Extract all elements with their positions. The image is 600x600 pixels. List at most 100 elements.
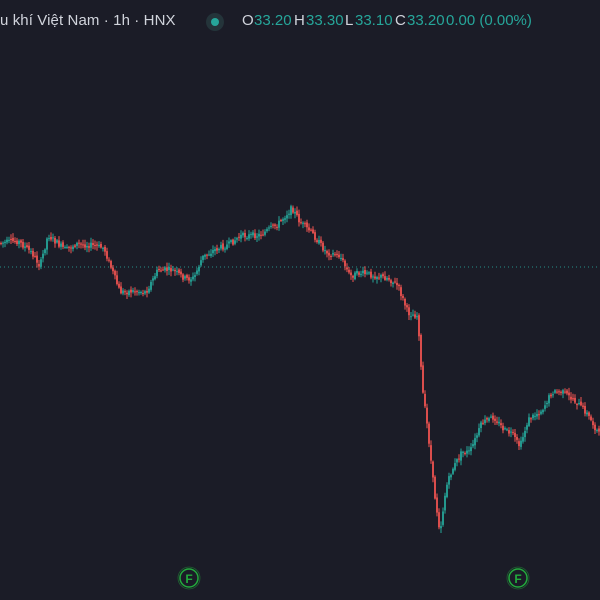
candle-body <box>68 246 70 248</box>
candle-body <box>60 243 62 247</box>
candle-body <box>66 246 68 248</box>
candle-body <box>146 290 148 293</box>
candle-body <box>114 270 116 276</box>
candle-body <box>386 278 388 280</box>
candle-body <box>218 248 220 251</box>
candle-body <box>184 276 186 279</box>
candle-body <box>466 450 468 454</box>
candle-body <box>470 447 472 452</box>
candle-body <box>546 403 548 404</box>
candle-body <box>436 497 438 513</box>
candle-body <box>54 237 56 244</box>
candle-body <box>296 210 298 215</box>
candle-body <box>366 272 368 274</box>
candle-body <box>112 267 114 272</box>
candle-body <box>438 512 440 528</box>
candle-body <box>596 429 598 431</box>
candle-body <box>174 269 176 272</box>
candle-body <box>284 218 286 220</box>
candle-body <box>338 254 340 258</box>
candle-body <box>260 234 262 236</box>
candle-body <box>464 453 466 454</box>
candle-body <box>12 237 14 242</box>
candle-body <box>554 390 556 393</box>
candle-body <box>418 315 420 337</box>
candle-body <box>16 240 18 244</box>
candle-body <box>562 390 564 394</box>
candle-body <box>408 307 410 316</box>
symbol-title[interactable]: u khí Việt Nam · 1h · HNX <box>0 12 176 29</box>
candle-body <box>282 219 284 221</box>
candle-body <box>126 292 128 295</box>
candle-body <box>542 410 544 413</box>
candle-body <box>336 253 338 255</box>
market-status-icon[interactable] <box>206 13 224 31</box>
candle-body <box>472 444 474 447</box>
candle-body <box>456 459 458 463</box>
candle-body <box>246 238 248 239</box>
candle-body <box>578 403 580 405</box>
candle-body <box>532 414 534 419</box>
candle-body <box>272 224 274 226</box>
candle-body <box>0 243 2 244</box>
candle-body <box>598 428 600 432</box>
candle-body <box>540 411 542 414</box>
candle-body <box>108 259 110 261</box>
candle-body <box>234 240 236 244</box>
candle-body <box>52 237 54 239</box>
candle-body <box>566 390 568 394</box>
candle-body <box>120 286 122 294</box>
high-label: H <box>294 12 305 29</box>
candle-body <box>346 267 348 270</box>
close-label: C <box>395 12 406 29</box>
candle-body <box>162 269 164 271</box>
candle-body <box>402 295 404 298</box>
candle-body <box>404 299 406 306</box>
candle-body <box>124 291 126 293</box>
candle-body <box>32 250 34 257</box>
candle-body <box>38 264 40 267</box>
candle-body <box>196 270 198 274</box>
candle-body <box>544 405 546 409</box>
candle-body <box>496 421 498 423</box>
candle-body <box>576 404 578 406</box>
candle-body <box>228 241 230 244</box>
candle-body <box>8 239 10 241</box>
candle-body <box>30 251 32 253</box>
candle-body <box>86 246 88 248</box>
candle-body <box>380 275 382 278</box>
candle-body <box>522 437 524 442</box>
marker-label: F <box>514 572 521 586</box>
event-marker[interactable]: F <box>506 566 530 590</box>
candle-body <box>188 277 190 281</box>
candle-body <box>410 316 412 318</box>
candle-body <box>262 234 264 236</box>
candle-body <box>198 266 200 272</box>
candle-body <box>370 271 372 278</box>
candle-body <box>462 451 464 453</box>
candle-body <box>594 424 596 431</box>
event-marker[interactable]: F <box>177 566 201 590</box>
candle-body <box>440 526 442 529</box>
candle-body <box>312 229 314 233</box>
candle-body <box>364 270 366 275</box>
candle-body <box>580 401 582 406</box>
candle-body <box>480 422 482 428</box>
candle-body <box>406 305 408 308</box>
candle-body <box>252 232 254 236</box>
candle-body <box>286 215 288 219</box>
marker-ring <box>177 566 201 590</box>
candle-body <box>320 239 322 243</box>
candle-body <box>584 406 586 414</box>
candle-body <box>192 276 194 280</box>
candle-body <box>144 291 146 294</box>
candle-body <box>148 288 150 293</box>
candle-body <box>232 239 234 245</box>
candle-body <box>88 246 90 248</box>
candle-body <box>180 271 182 275</box>
candle-body <box>314 232 316 240</box>
candle-body <box>238 236 240 238</box>
candle-body <box>176 271 178 273</box>
candle-body <box>156 269 158 277</box>
